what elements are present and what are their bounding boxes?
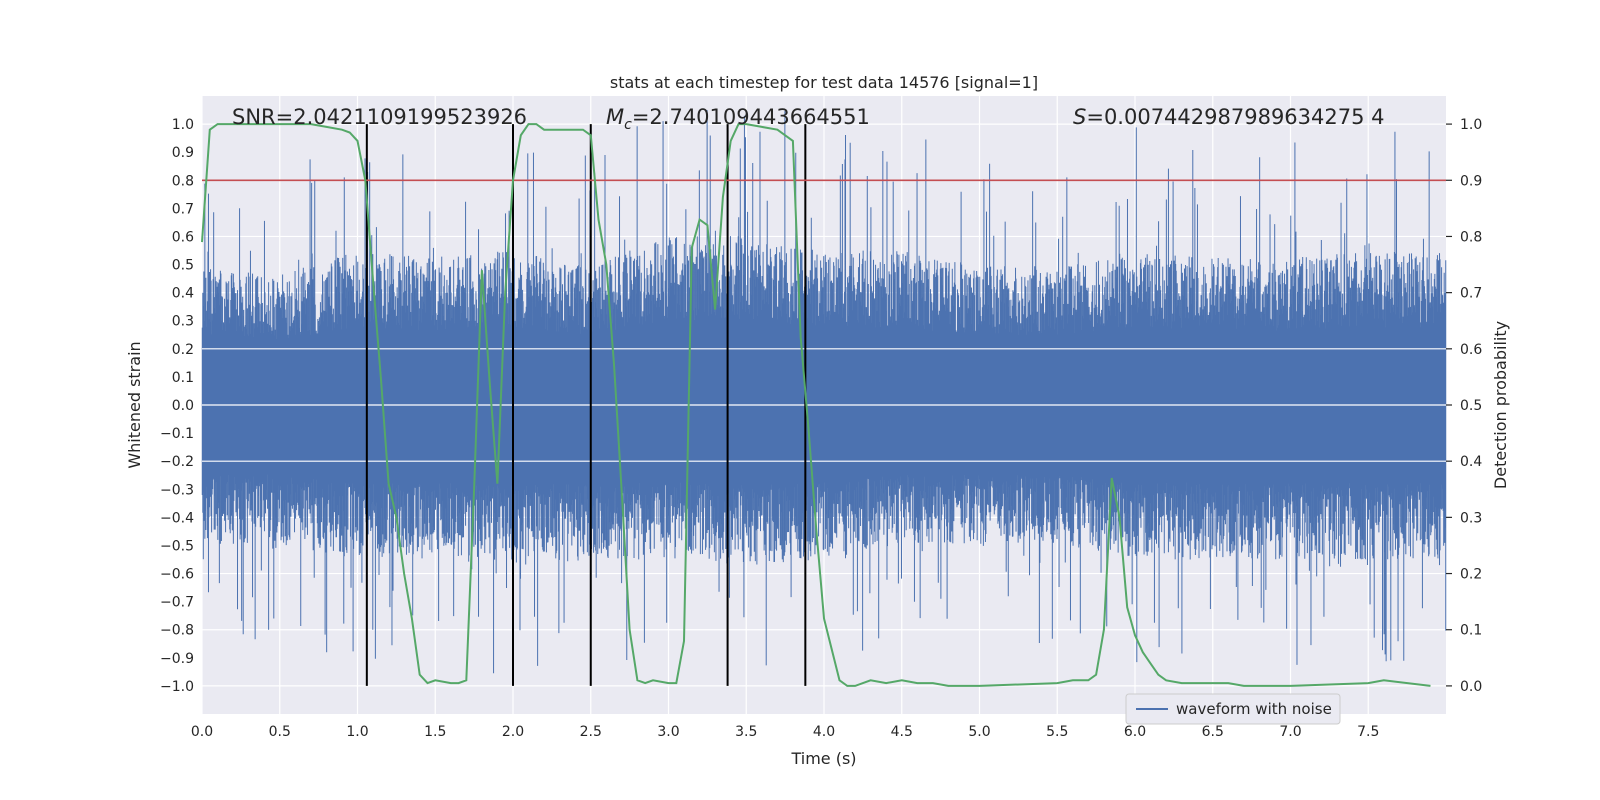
waveform-with-noise-series: [201, 110, 1447, 674]
y-left-tick-label: 0.7: [172, 201, 194, 217]
snr-annotation: SNR=2.0421109199523926: [232, 105, 527, 129]
x-tick-label: 3.0: [657, 724, 679, 740]
waveform-core: [202, 351, 1446, 464]
legend-box: [1125, 693, 1341, 725]
x-tick-label: 1.5: [424, 724, 446, 740]
y-left-tick-label: −1.0: [160, 679, 194, 695]
y-right-tick-label: 0.5: [1460, 398, 1482, 414]
y-right-tick-label: 0.2: [1460, 567, 1482, 583]
y-right-tick-label: 0.1: [1460, 623, 1482, 639]
x-tick-label: 0.5: [269, 724, 291, 740]
y-left-tick-label: 0.4: [172, 286, 194, 302]
x-axis-ticks: 0.0 0.5 1.0 1.5 2.0 2.5 3.0 3.5 4.0 4.5 5.0 5.5 6.0 6…: [191, 724, 1380, 740]
legend-label: waveform with noise: [1176, 700, 1332, 718]
y-left-tick-label: −0.2: [160, 454, 194, 470]
chirp-mass-annotation: Mc=2.740109443664551: [606, 105, 870, 133]
x-tick-label: 2.5: [580, 724, 602, 740]
detection-probability-line: [201, 123, 1431, 687]
y-left-tick-label: 0.8: [172, 173, 194, 189]
x-tick-label: 6.5: [1202, 724, 1224, 740]
x-axis-label: Time (s): [790, 749, 856, 768]
y-left-tick-label: 0.5: [172, 258, 194, 274]
x-tick-label: 6.0: [1124, 724, 1146, 740]
y-left-tick-label: −0.8: [160, 623, 194, 639]
y-right-tick-label: 0.4: [1460, 454, 1482, 470]
y-left-tick-label: −0.5: [160, 538, 194, 554]
y-left-tick-label: 0.1: [172, 370, 194, 386]
y-right-tick-label: 0.3: [1460, 510, 1482, 526]
y-right-tick-label: 0.9: [1460, 173, 1482, 189]
x-tick-label: 3.5: [735, 724, 757, 740]
x-tick-label: 5.0: [968, 724, 990, 740]
y-left-tick-label: −0.3: [160, 482, 194, 498]
y-right-tick-label: 0.8: [1460, 229, 1482, 245]
vertical-lines: [365, 124, 807, 686]
y-left-tick-label: −0.1: [160, 426, 194, 442]
y-right-tick-label: 0.6: [1460, 342, 1482, 358]
y-left-tick-label: 1.0: [172, 117, 194, 133]
y-left-tick-label: 0.0: [172, 398, 194, 414]
y-right-axis-ticks: 1.0 0.9 0.8 0.7 0.6 0.5 0.4 0.3 0.2 0.1 0.0: [1446, 117, 1482, 695]
y-left-tick-label: 0.6: [172, 229, 194, 245]
x-tick-label: 5.5: [1046, 724, 1068, 740]
x-tick-label: 4.5: [891, 724, 913, 740]
y-left-axis-ticks: 1.0 0.9 0.8 0.7 0.6 0.5 0.4 0.3 0.2 0.1 0.0 −0.1 −0.…: [160, 117, 194, 695]
x-tick-label: 1.0: [346, 724, 368, 740]
y-left-tick-label: 0.2: [172, 342, 194, 358]
y-left-axis-label: Whitened strain: [125, 341, 144, 468]
y-right-tick-label: 0.7: [1460, 286, 1482, 302]
x-tick-label: 7.0: [1279, 724, 1301, 740]
y-left-tick-label: 0.9: [172, 145, 194, 161]
x-tick-label: 4.0: [813, 724, 835, 740]
y-right-axis-label: Detection probability: [1491, 321, 1510, 489]
y-right-tick-label: 1.0: [1460, 117, 1482, 133]
y-left-tick-label: 0.3: [172, 314, 194, 330]
y-left-tick-label: −0.4: [160, 510, 194, 526]
s-annotation: S=0.007442987989634275 4: [1073, 105, 1385, 129]
y-left-tick-label: −0.9: [160, 651, 194, 667]
y-left-tick-label: −0.6: [160, 567, 194, 583]
chart-title: stats at each timestep for test data 145…: [610, 73, 1038, 92]
detection-probability-series: [201, 123, 1431, 687]
y-left-tick-label: −0.7: [160, 595, 194, 611]
y-right-tick-label: 0.0: [1460, 679, 1482, 695]
legend: waveform with noise: [1125, 693, 1341, 725]
x-tick-label: 7.5: [1357, 724, 1379, 740]
x-tick-label: 2.0: [502, 724, 524, 740]
x-tick-label: 0.0: [191, 724, 213, 740]
